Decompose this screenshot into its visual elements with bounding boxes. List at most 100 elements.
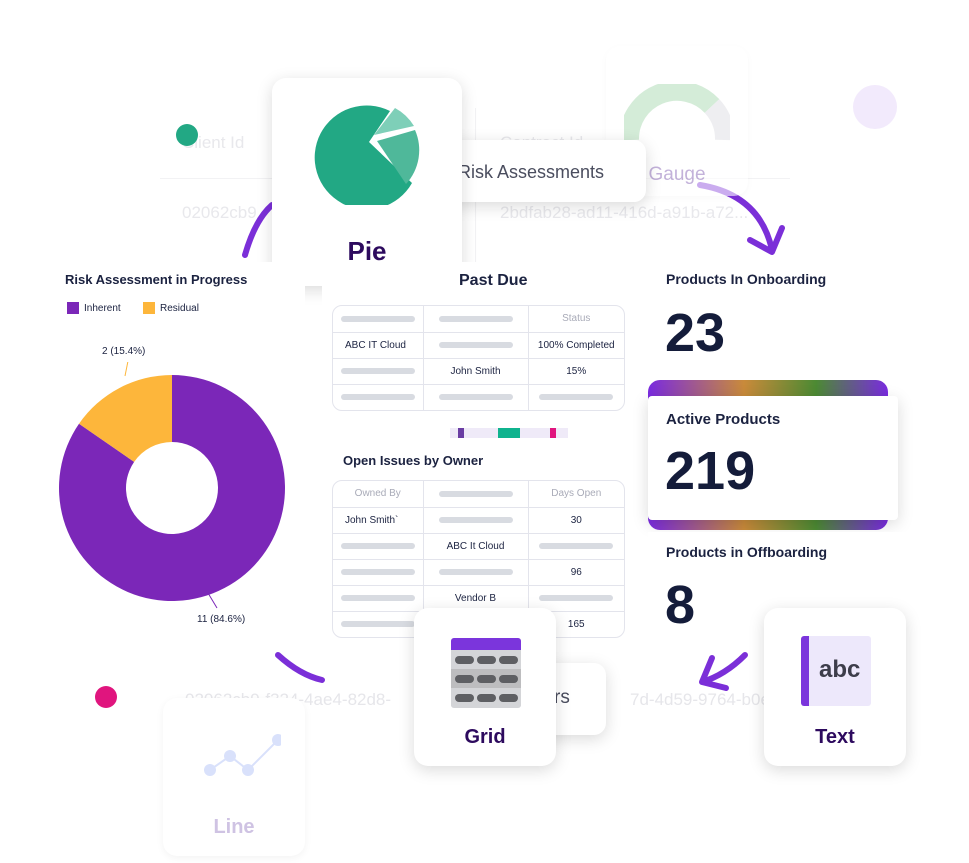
risk-assessments-chip[interactable]: Risk Assessments: [440, 140, 646, 202]
placeholder-cell: [423, 507, 529, 534]
lavender-dot: [853, 85, 897, 129]
chart-strip: [450, 428, 568, 438]
metric-onboarding: Products In Onboarding 23: [648, 260, 928, 380]
placeholder-bar: [438, 568, 513, 575]
arrow-pie-curve: [242, 202, 275, 258]
text-tile[interactable]: abc Text: [764, 608, 906, 766]
legend-label: Inherent: [84, 302, 121, 314]
line-tile[interactable]: Line: [163, 698, 305, 856]
table-cell: Vendor B: [423, 585, 529, 612]
placeholder-cell: [333, 533, 424, 560]
placeholder-cell: [423, 306, 529, 333]
leader-line-inherent: [204, 587, 218, 609]
table-header: Owned By Days Open: [333, 481, 624, 508]
risk-assessments-label: Risk Assessments: [458, 162, 605, 182]
past-due-widget: Past Due Status ABC IT Cloud 100% Complete…: [322, 262, 642, 427]
past-due-title: Past Due: [459, 272, 528, 289]
open-issues-title: Open Issues by Owner: [343, 453, 484, 468]
metric-label: Products in Offboarding: [666, 544, 827, 560]
table-row: Vendor B: [333, 585, 624, 612]
label-inherent: 11 (84.6%): [197, 614, 246, 625]
placeholder-cell: [333, 384, 424, 410]
table-cell: John Smith`: [333, 507, 424, 534]
donut-chart: [59, 362, 286, 609]
gauge-icon: [624, 84, 730, 141]
placeholder-bar: [438, 341, 513, 348]
placeholder-bar: [340, 542, 415, 549]
table-cell: Owned By: [333, 481, 424, 508]
open-issues-widget: Open Issues by Owner Owned By Days Open Jo…: [322, 440, 642, 650]
grid-icon: [451, 638, 521, 708]
owners-chip-label: rs: [554, 687, 570, 708]
cell-client-id: 02062cb9: [182, 203, 257, 222]
legend-swatch: [143, 302, 155, 314]
table-row: John Smith 15%: [333, 358, 624, 385]
cell-contract-id: 2bdfab28-ad11-416d-a91b-a72...: [500, 203, 749, 222]
donut-slice-residual[interactable]: [79, 375, 172, 462]
table-cell: Status: [528, 306, 624, 333]
risk-assessment-widget: Risk Assessment in Progress Inherent Res…: [55, 262, 305, 642]
pie-label: Pie: [347, 236, 387, 266]
table-row: ABC IT Cloud 100% Completed: [333, 332, 624, 359]
background-row-right: 7d-4d59-9764-b0e: [630, 690, 770, 709]
metric-value: 219: [665, 441, 756, 501]
placeholder-bar: [438, 490, 513, 497]
table-row: 96: [333, 559, 624, 586]
metric-offboarding: Products in Offboarding 8: [648, 532, 928, 642]
placeholder-cell: [333, 611, 424, 637]
metric-value: 23: [665, 303, 726, 363]
placeholder-bar: [340, 315, 415, 322]
line-icon: [204, 734, 281, 776]
table-cell: 15%: [528, 358, 624, 385]
placeholder-bar: [438, 516, 513, 523]
table-cell: Days Open: [528, 481, 624, 508]
metric-value: 8: [665, 575, 696, 635]
grid-tile[interactable]: Grid: [414, 608, 556, 766]
past-due-table: Status ABC IT Cloud 100% Completed John Smi…: [332, 305, 625, 411]
gauge-tile[interactable]: Gauge: [606, 46, 748, 196]
placeholder-bar: [340, 594, 415, 601]
table-cell: ABC IT Cloud: [333, 332, 424, 359]
table-cell: 100% Completed: [528, 332, 624, 359]
table-cell: 30: [528, 507, 624, 534]
metric-label: Active Products: [666, 411, 781, 428]
placeholder-bar: [340, 621, 415, 628]
placeholder-cell: [333, 358, 424, 385]
metric-label: Products In Onboarding: [666, 271, 827, 287]
pink-dot: [95, 686, 117, 708]
placeholder-bar: [438, 394, 513, 401]
placeholder-cell: [333, 559, 424, 586]
placeholder-bar: [340, 394, 415, 401]
legend-inherent[interactable]: Inherent: [67, 302, 121, 314]
risk-widget-title: Risk Assessment in Progress: [65, 272, 248, 287]
pie-tile[interactable]: Pie: [272, 78, 462, 286]
legend-residual[interactable]: Residual: [143, 302, 199, 314]
placeholder-cell: [528, 585, 624, 612]
pie-icon: [314, 105, 420, 205]
placeholder-cell: [333, 306, 424, 333]
table-cell: John Smith: [423, 358, 529, 385]
arrow-text-to-grid: [699, 652, 748, 691]
line-label: Line: [213, 816, 255, 838]
text-label: Text: [815, 726, 855, 748]
gauge-label: Gauge: [648, 164, 706, 185]
placeholder-bar: [340, 568, 415, 575]
placeholder-cell: [528, 384, 624, 410]
table-cell: 165: [567, 618, 585, 630]
donut-slice-inherent[interactable]: [59, 375, 286, 601]
legend-swatch: [67, 302, 79, 314]
placeholder-bar: [340, 367, 415, 374]
placeholder-bar: [539, 594, 614, 601]
placeholder-cell: [528, 533, 624, 560]
table-row: ABC It Cloud: [333, 533, 624, 560]
text-icon-glyph: abc: [819, 656, 861, 683]
table-row: [333, 384, 624, 410]
table-row: John Smith` 30: [333, 507, 624, 534]
leader-line-residual: [124, 362, 129, 377]
table-cell: ABC It Cloud: [423, 533, 529, 560]
metric-active: Active Products 219: [648, 396, 898, 520]
table-cell: 96: [528, 559, 624, 586]
placeholder-cell: [423, 332, 529, 359]
teal-dot: [176, 124, 198, 146]
placeholder-bar: [539, 542, 614, 549]
